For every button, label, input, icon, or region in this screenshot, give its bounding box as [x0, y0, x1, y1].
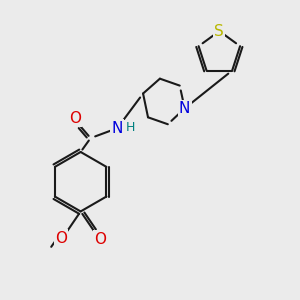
Text: O: O: [94, 232, 106, 247]
Text: N: N: [179, 101, 190, 116]
Text: N: N: [112, 121, 123, 136]
Text: H: H: [125, 121, 135, 134]
Text: S: S: [214, 24, 224, 39]
Text: O: O: [69, 111, 81, 126]
Text: O: O: [55, 231, 67, 246]
